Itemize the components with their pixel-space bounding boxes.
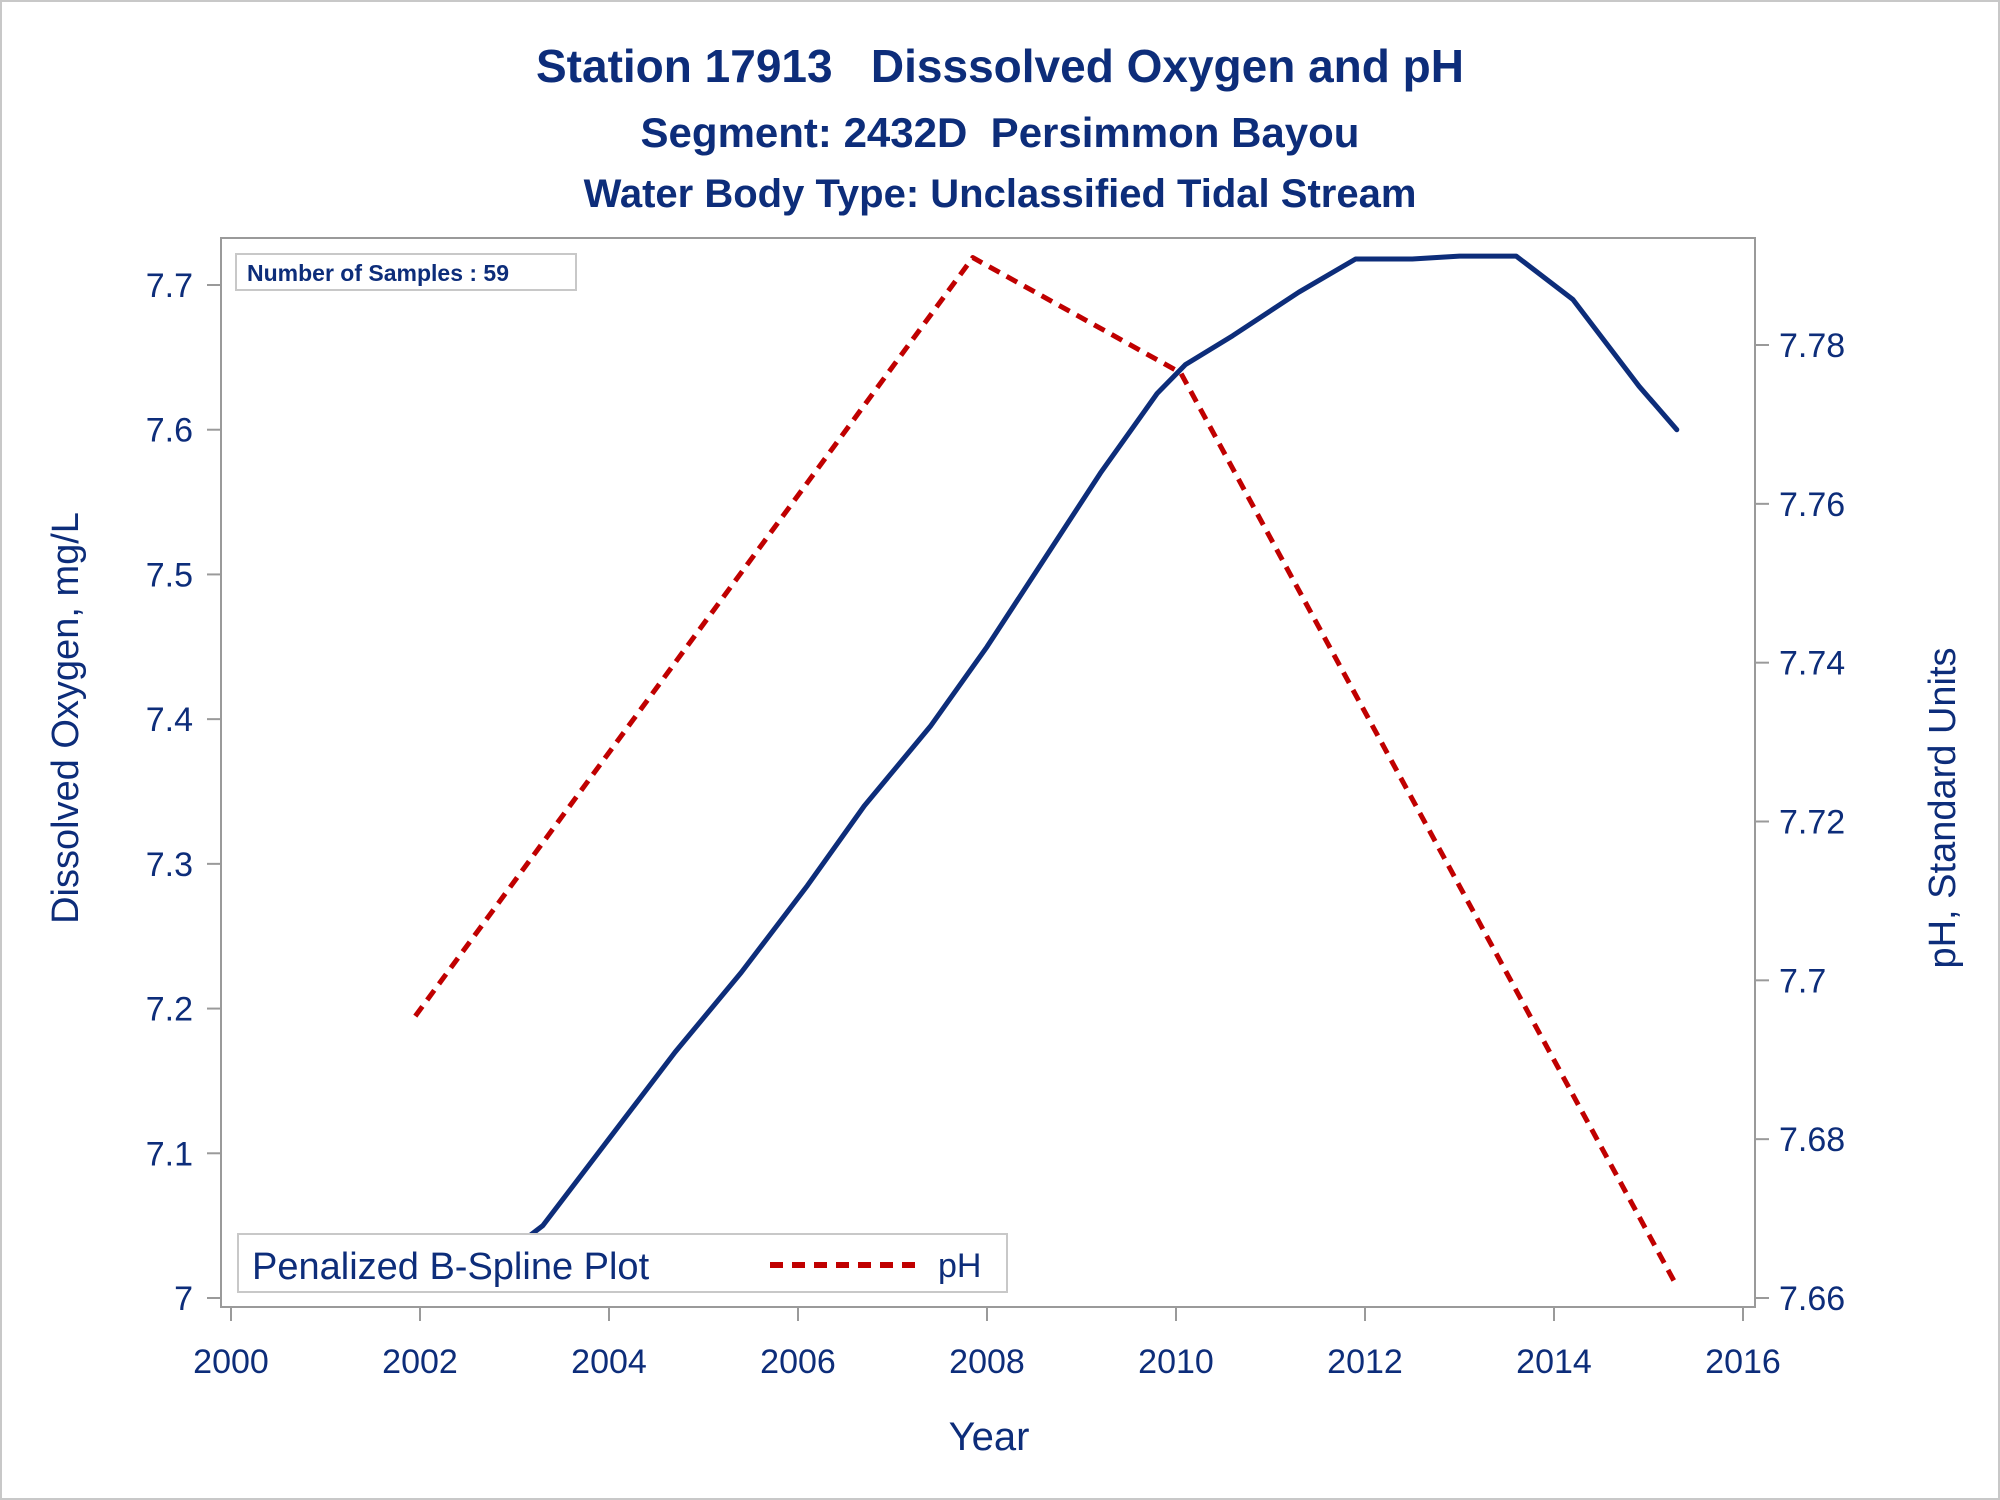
chart-subtitle: Segment: 2432D Persimmon Bayou [641,109,1360,156]
legend-box [237,1233,1008,1293]
x-tick-label: 2010 [1138,1343,1214,1381]
y-left-tick-label: 7.2 [146,991,193,1029]
y-left-tick-label: 7 [174,1280,193,1318]
chart-title: Station 17913 Disssolved Oxygen and pH [536,40,1464,92]
x-tick-label: 2002 [382,1343,458,1381]
y-right-tick-label: 7.76 [1779,486,1845,524]
ph-series-line [413,255,1679,1288]
dissolved-oxygen-series-line [412,253,1680,1265]
x-tick-label: 2008 [949,1343,1025,1381]
legend-label-spline: Penalized B-Spline Plot [252,1246,650,1288]
y-right-tick-label: 7.66 [1779,1280,1845,1318]
y-right-tick-label: 7.72 [1779,804,1845,842]
x-axis-ticks: 2000 2002 2004 2006 2008 2010 2012 2014 2016 [193,1307,1781,1381]
x-tick-label: 2012 [1327,1343,1403,1381]
y-right-tick-label: 7.7 [1779,962,1826,1000]
y-right-axis-label: pH, Standard Units [1922,647,1964,968]
y-left-tick-label: 7.4 [146,701,193,739]
sample-count-box [235,253,577,291]
y-left-axis-label: Dissolved Oxygen, mg/L [45,512,87,924]
y-right-axis-ticks: 7.66 7.68 7.7 7.72 7.74 7.76 7.78 [1755,327,1845,1318]
series-layer [412,253,1680,1288]
x-tick-label: 2004 [571,1343,647,1381]
legend-label-ph: pH [938,1247,981,1285]
x-axis-label: Year [949,1415,1030,1459]
x-tick-label: 2014 [1516,1343,1592,1381]
y-right-tick-label: 7.68 [1779,1121,1845,1159]
x-tick-label: 2016 [1705,1343,1781,1381]
y-left-tick-label: 7.1 [146,1135,193,1173]
y-left-tick-label: 7.3 [146,846,193,884]
y-left-tick-label: 7.6 [146,412,193,450]
x-tick-label: 2006 [760,1343,836,1381]
y-left-tick-label: 7.5 [146,556,193,594]
sample-count-text: Number of Samples : 59 [247,260,509,286]
x-tick-label: 2000 [193,1343,269,1381]
y-right-tick-label: 7.74 [1779,645,1845,683]
y-left-axis-ticks: 7 7.1 7.2 7.3 7.4 7.5 7.6 7.7 [146,267,221,1318]
y-right-tick-label: 7.78 [1779,327,1845,365]
chart-subtitle-2: Water Body Type: Unclassified Tidal Stre… [584,172,1417,216]
y-left-tick-label: 7.7 [146,267,193,305]
